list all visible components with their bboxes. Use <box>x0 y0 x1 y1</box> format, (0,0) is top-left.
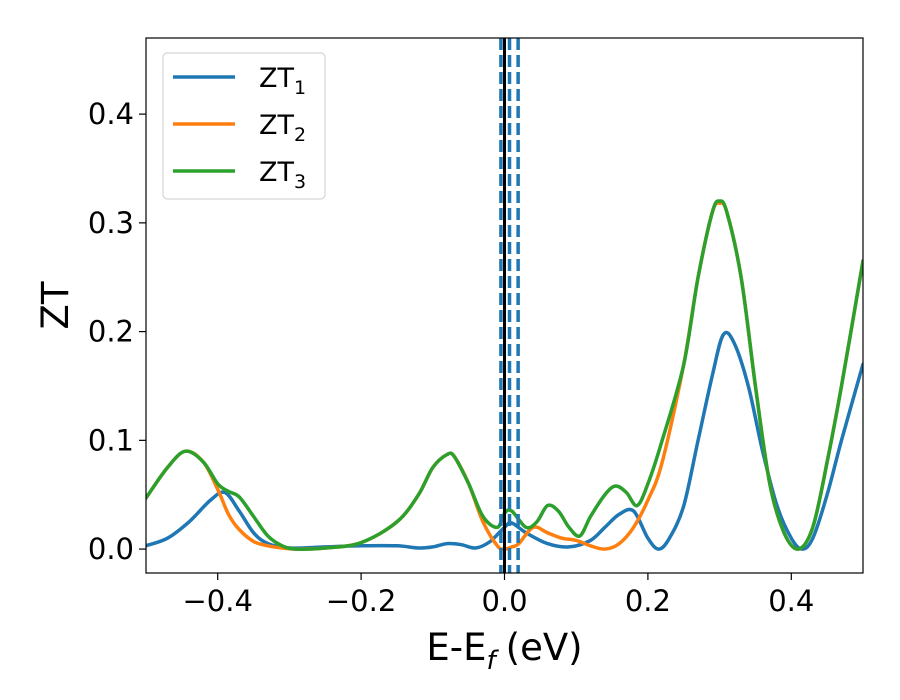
x-tick-label: −0.4 <box>182 584 252 618</box>
series-line-zt3 <box>146 199 863 551</box>
y-axis-label: ZT <box>34 281 77 329</box>
y-tick-label: 0.4 <box>88 97 134 131</box>
x-tick-label: 0.4 <box>768 584 814 618</box>
x-tick-label: 0.2 <box>625 584 671 618</box>
x-axis-label: E-Ef (eV) <box>426 626 582 676</box>
legend-label-zt3: ZT3 <box>259 157 306 193</box>
legend: ZT1 ZT2 ZT3 <box>162 52 326 200</box>
x-axis-label-main: E-E <box>426 626 486 669</box>
x-axis-ticks: −0.4 −0.2 0.0 0.2 0.4 <box>182 573 814 618</box>
legend-frame <box>162 52 326 200</box>
y-tick-label: 0.0 <box>88 532 134 566</box>
x-axis-label-subscript: f <box>487 646 500 676</box>
legend-label-zt2: ZT2 <box>259 110 306 146</box>
x-tick-label: −0.2 <box>326 584 396 618</box>
x-tick-label: 0.0 <box>481 584 527 618</box>
y-axis-ticks: 0.0 0.1 0.2 0.3 0.4 <box>88 97 146 566</box>
series-layer <box>146 199 863 551</box>
y-tick-label: 0.2 <box>88 315 134 349</box>
y-tick-label: 0.1 <box>88 423 134 457</box>
reference-lines <box>499 38 520 573</box>
x-axis-label-unit: (eV) <box>506 626 583 669</box>
y-tick-label: 0.3 <box>88 206 134 240</box>
legend-label-zt1: ZT1 <box>259 63 306 99</box>
